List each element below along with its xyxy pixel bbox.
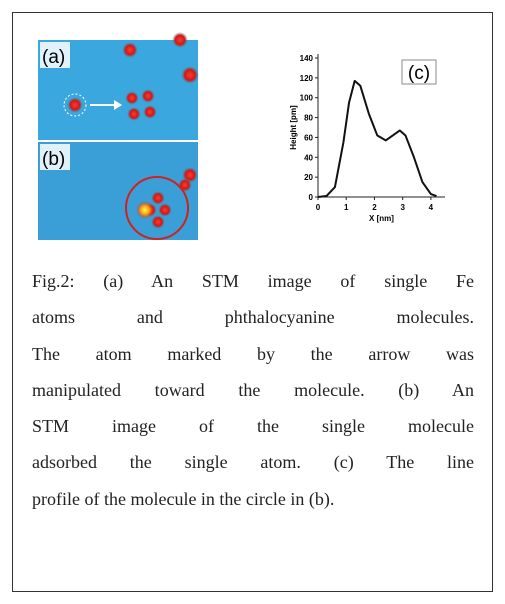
y-tick-label: 80 <box>304 114 313 123</box>
y-tick-label: 60 <box>304 133 313 142</box>
x-tick-label: 0 <box>316 203 321 212</box>
y-axis-label: Height [pm] <box>289 105 298 150</box>
caption-line: Fig.2: (a) An STM image of single Fe <box>32 271 474 291</box>
line-chart: 0 20 40 60 80 100 120 140 0 1 2 3 4 X [nm] Height [pm]… <box>289 54 445 223</box>
x-tick-label: 3 <box>400 203 405 212</box>
panel-label: (a) <box>42 47 65 68</box>
caption-line: The atom marked by the arrow was <box>32 343 474 364</box>
caption-line: atoms and phthalocyanine molecules. <box>32 307 474 328</box>
line-series <box>317 79 437 198</box>
caption: Fig.2: (a) An STM image of single Fe atom… <box>32 270 474 524</box>
caption-line: STM image of the single molecule <box>32 416 474 437</box>
panel-label: (b) <box>42 149 65 170</box>
y-tick-label: 100 <box>300 94 314 103</box>
panel-label: (c) <box>408 63 430 84</box>
caption-line: adsorbed the single atom. (c) The line <box>32 452 474 473</box>
caption-line: profile of the molecule in the circle in… <box>32 488 335 509</box>
stm-image-a <box>38 32 199 140</box>
panel-label-box <box>401 59 437 85</box>
y-tick-label: 120 <box>300 74 314 83</box>
x-tick-label: 2 <box>372 203 377 212</box>
x-tick-label: 1 <box>344 203 349 212</box>
y-tick-label: 0 <box>309 193 314 202</box>
y-tick-label: 140 <box>300 54 314 63</box>
stm-image-b <box>38 142 198 240</box>
x-tick-label: 4 <box>429 203 434 212</box>
y-tick-label: 20 <box>304 173 313 182</box>
y-tick-label: 40 <box>304 153 313 162</box>
caption-line: manipulated toward the molecule. (b) An <box>32 379 474 400</box>
frame <box>12 12 493 592</box>
x-axis-label: X [nm] <box>369 214 394 223</box>
